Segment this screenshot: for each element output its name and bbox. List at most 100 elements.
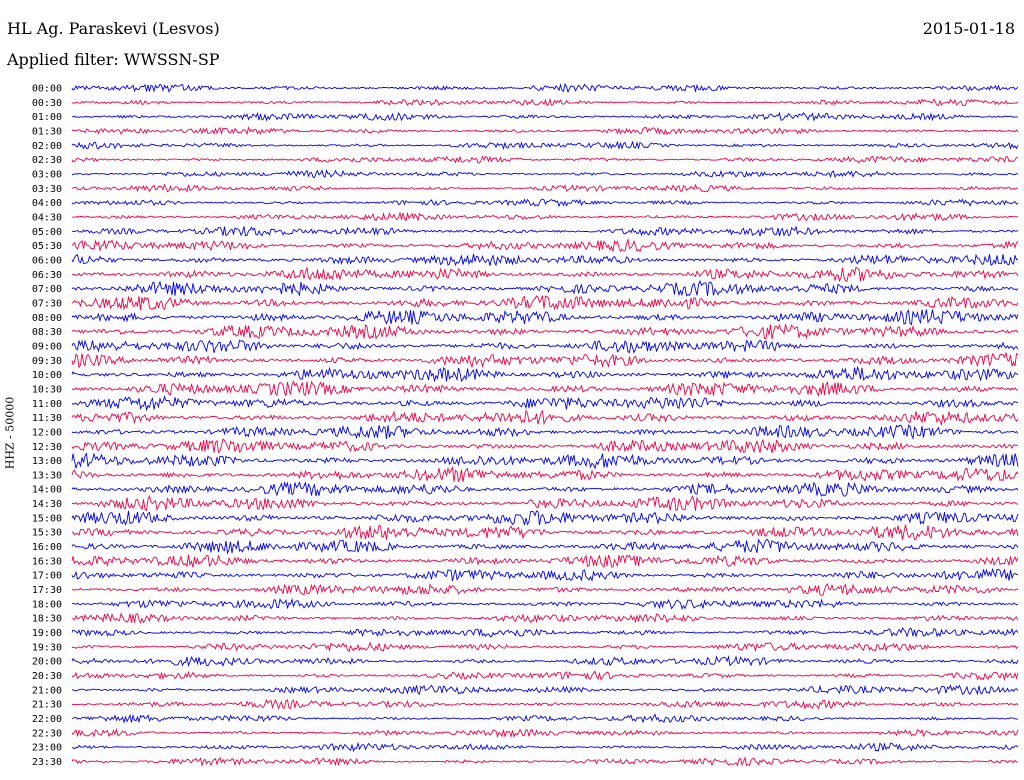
- trace-line: [71, 510, 1019, 526]
- time-tick-label: 13:30: [32, 470, 62, 481]
- time-tick-label: 18:30: [32, 614, 62, 625]
- time-tick-label: 11:30: [32, 413, 62, 424]
- trace-line: [71, 183, 1019, 193]
- trace-line: [71, 655, 1019, 668]
- trace-line: [72, 225, 1019, 237]
- time-tick-label: 21:00: [32, 685, 62, 696]
- time-tick-label: 07:00: [32, 284, 62, 295]
- time-tick-label: 18:00: [32, 599, 62, 610]
- time-tick-label: 14:00: [32, 485, 62, 496]
- time-tick-label: 10:30: [32, 384, 62, 395]
- time-tick-label: 20:30: [32, 671, 62, 682]
- trace-line: [71, 211, 1019, 222]
- time-label-group: 00:00 00:30 01:00 01:30 02:00 02:30 03:00 03:30…: [32, 84, 62, 769]
- time-tick-label: 05:00: [32, 227, 62, 238]
- time-tick-label: 03:00: [32, 169, 62, 180]
- time-tick-label: 02:00: [32, 141, 62, 152]
- trace-line: [71, 480, 1019, 497]
- time-tick-label: 08:30: [32, 327, 62, 338]
- trace-line: [71, 309, 1019, 326]
- trace-line: [71, 125, 1019, 136]
- time-tick-label: 06:00: [32, 255, 62, 266]
- time-tick-label: 19:30: [32, 642, 62, 653]
- time-tick-label: 06:30: [32, 270, 62, 281]
- date-label: 2015-01-18: [922, 19, 1015, 38]
- trace-line: [71, 452, 1019, 470]
- trace-line: [71, 380, 1019, 397]
- time-tick-label: 03:30: [32, 184, 62, 195]
- trace-line: [71, 713, 1019, 724]
- time-tick-label: 15:30: [32, 528, 62, 539]
- trace-line: [71, 554, 1019, 569]
- time-tick-label: 09:00: [32, 341, 62, 352]
- time-tick-label: 16:30: [32, 556, 62, 567]
- trace-line: [71, 438, 1019, 454]
- time-tick-label: 21:30: [32, 700, 62, 711]
- time-tick-label: 19:00: [32, 628, 62, 639]
- time-tick-label: 17:30: [32, 585, 62, 596]
- time-tick-label: 00:00: [32, 84, 62, 95]
- time-tick-label: 01:30: [32, 126, 62, 137]
- time-tick-label: 22:30: [32, 728, 62, 739]
- trace-line: [71, 253, 1018, 267]
- trace-line: [71, 465, 1019, 483]
- time-tick-label: 02:30: [32, 155, 62, 166]
- trace-line: [71, 395, 1019, 412]
- trace-line: [71, 339, 1019, 354]
- time-tick-label: 23:00: [32, 743, 62, 754]
- trace-line: [71, 365, 1019, 383]
- time-tick-label: 10:00: [32, 370, 62, 381]
- time-tick-label: 13:00: [32, 456, 62, 467]
- trace-line: [71, 82, 1019, 94]
- trace-line: [71, 567, 1019, 582]
- trace-line: [71, 741, 1019, 753]
- trace-line: [71, 323, 1019, 340]
- trace-line: [71, 684, 1019, 696]
- trace-line: [71, 727, 1019, 739]
- station-title: HL Ag. Paraskevi (Lesvos): [7, 19, 220, 38]
- trace-line: [71, 424, 1019, 440]
- time-tick-label: 16:00: [32, 542, 62, 553]
- trace-line: [71, 538, 1019, 555]
- time-tick-label: 12:00: [32, 427, 62, 438]
- trace-line: [71, 351, 1019, 369]
- trace-line: [71, 111, 1018, 122]
- time-tick-label: 17:00: [32, 571, 62, 582]
- trace-line: [71, 169, 1019, 179]
- trace-line: [71, 279, 1019, 297]
- time-tick-label: 05:30: [32, 241, 62, 252]
- trace-line: [71, 698, 1019, 711]
- trace-line: [71, 266, 1019, 283]
- trace-line: [71, 583, 1019, 596]
- trace-line: [71, 198, 1019, 208]
- time-tick-label: 07:30: [32, 298, 62, 309]
- filter-label: Applied filter: WWSSN-SP: [7, 50, 220, 69]
- time-tick-label: 04:30: [32, 212, 62, 223]
- trace-line: [71, 97, 1019, 107]
- trace-line: [71, 627, 1019, 639]
- time-tick-label: 00:30: [32, 98, 62, 109]
- trace-line: [71, 670, 1019, 682]
- time-tick-label: 12:30: [32, 442, 62, 453]
- trace-line: [71, 494, 1019, 512]
- trace-line: [71, 237, 1019, 253]
- trace-line: [71, 612, 1019, 624]
- time-tick-label: 04:00: [32, 198, 62, 209]
- time-tick-label: 09:30: [32, 356, 62, 367]
- time-tick-label: 11:00: [32, 399, 62, 410]
- time-tick-label: 08:00: [32, 313, 62, 324]
- time-tick-label: 15:00: [32, 513, 62, 524]
- trace-line: [71, 524, 1019, 541]
- trace-group: [71, 82, 1019, 767]
- trace-line: [71, 597, 1019, 611]
- time-tick-label: 22:00: [32, 714, 62, 725]
- trace-line: [71, 295, 1019, 311]
- trace-line: [71, 756, 1019, 767]
- trace-line: [71, 641, 1019, 653]
- time-tick-label: 23:30: [32, 757, 62, 768]
- trace-line: [71, 409, 1019, 427]
- trace-line: [71, 140, 1019, 151]
- time-tick-label: 20:00: [32, 657, 62, 668]
- trace-line: [71, 155, 1019, 164]
